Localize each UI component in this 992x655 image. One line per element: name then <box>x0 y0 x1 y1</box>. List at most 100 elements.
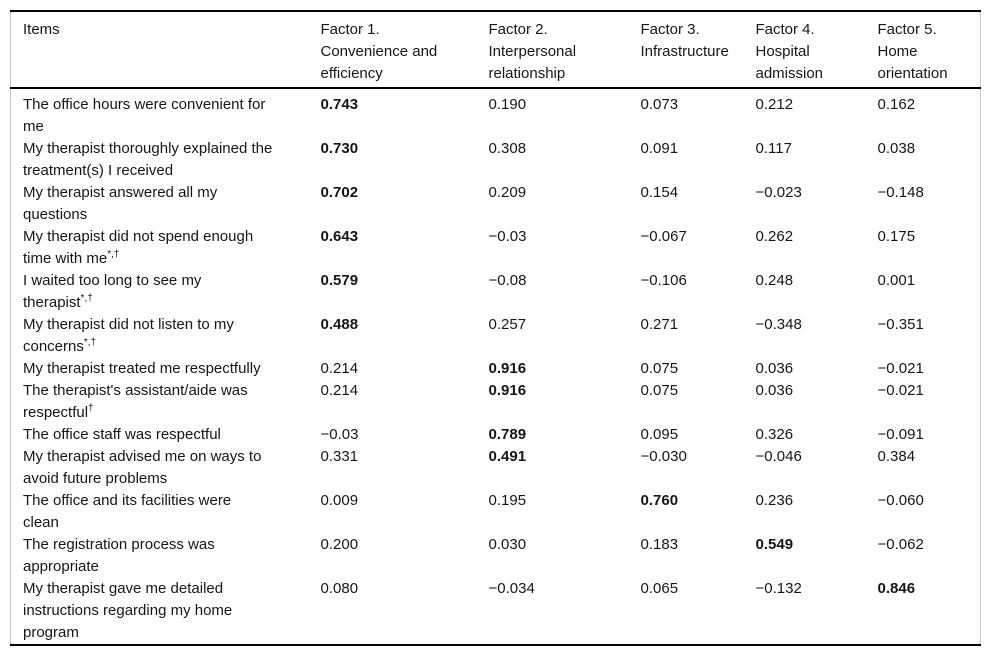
factor1-loading-value: 0.214 <box>320 382 359 399</box>
factor2-loading-value: 0.916 <box>488 360 527 377</box>
item-cell: The office staff was respectful <box>11 424 321 446</box>
factor4-loading-value: 0.248 <box>755 272 794 289</box>
factor1-loading-value: 0.702 <box>320 184 359 201</box>
factor3-loading-value: 0.095 <box>640 426 679 443</box>
factor3-loading-value: −0.106 <box>640 272 687 289</box>
item-cell: The office and its facilities were clean <box>11 490 321 534</box>
item-footnote-marker: † <box>88 403 94 414</box>
column-header-factor3: Factor 3. Infrastructure <box>640 11 756 89</box>
factor5-loading-value: 0.162 <box>877 96 916 113</box>
item-text: The registration process was appropriate <box>23 536 215 575</box>
item-cell: The therapist's assistant/aide was respe… <box>11 380 321 424</box>
factor4-loading-value: 0.036 <box>755 382 794 399</box>
factor1-loading-value: 0.579 <box>320 272 359 289</box>
factor5-loading-value: −0.062 <box>877 536 924 553</box>
column-header-factor5: Factor 5. Home orientation <box>877 11 981 89</box>
factor2-loading-value: −0.03 <box>488 228 527 245</box>
table-row: My therapist answered all my questions 0… <box>11 182 981 226</box>
table-row: My therapist advised me on ways to avoid… <box>11 446 981 490</box>
factor5-loading-value: 0.038 <box>877 140 916 157</box>
factor5-loading-value: 0.175 <box>877 228 916 245</box>
table-header: Items Factor 1. Convenience and efficien… <box>10 11 981 89</box>
factor4-loading-value: 0.036 <box>755 360 794 377</box>
table-row: My therapist gave me detailed instructio… <box>11 578 981 645</box>
factor3-loading-value: 0.271 <box>640 316 679 333</box>
table-row: The therapist's assistant/aide was respe… <box>11 380 981 424</box>
column-header-factor4: Factor 4. Hospital admission <box>755 11 878 89</box>
factor1-loading-value: 0.331 <box>320 448 359 465</box>
item-text: My therapist gave me detailed instructio… <box>23 580 233 641</box>
factor4-loading-value: −0.023 <box>755 184 802 201</box>
item-text: My therapist advised me on ways to avoid… <box>23 448 262 487</box>
factor3-loading-value: 0.183 <box>640 536 679 553</box>
factor1-loading-value: 0.488 <box>320 316 359 333</box>
factor2-loading-value: 0.209 <box>488 184 527 201</box>
factor2-loading-value: 0.030 <box>488 536 527 553</box>
factor4-loading-value: 0.326 <box>755 426 794 443</box>
item-text: The office hours were convenient for me <box>23 96 266 135</box>
column-header-factor1: Factor 1. Convenience and efficiency <box>320 11 489 89</box>
factor5-loading-value: −0.091 <box>877 426 924 443</box>
factor4-loading-value: 0.262 <box>755 228 794 245</box>
header-row: Items Factor 1. Convenience and efficien… <box>10 11 981 89</box>
factor3-loading-value: −0.030 <box>640 448 687 465</box>
item-footnote-marker: *,† <box>107 249 120 260</box>
factor4-loading-value: 0.236 <box>755 492 794 509</box>
table-row: The office and its facilities were clean… <box>11 490 981 534</box>
factor2-loading-value: 0.491 <box>488 448 527 465</box>
factor1-loading-value: 0.214 <box>320 360 359 377</box>
factor3-loading-value: 0.154 <box>640 184 679 201</box>
factor1-loading-value: 0.730 <box>320 140 359 157</box>
factor2-loading-value: 0.916 <box>488 382 527 399</box>
factor1-loading-value: −0.03 <box>320 426 359 443</box>
table-row: The registration process was appropriate… <box>11 534 981 578</box>
item-footnote-marker: *,† <box>80 293 93 304</box>
factor1-loading-value: 0.200 <box>320 536 359 553</box>
item-cell: My therapist thoroughly explained the tr… <box>11 138 321 182</box>
item-cell: My therapist did not listen to my concer… <box>11 314 321 358</box>
factor3-loading-value: 0.760 <box>640 492 679 509</box>
column-header-factor2: Factor 2. Interpersonal relationship <box>488 11 641 89</box>
factor2-loading-value: 0.257 <box>488 316 527 333</box>
factor1-loading-value: 0.743 <box>320 96 359 113</box>
factor5-loading-value: −0.060 <box>877 492 924 509</box>
factor4-loading-value: 0.549 <box>755 536 794 553</box>
item-cell: I waited too long to see my therapist*,† <box>11 270 321 314</box>
table-row: The office staff was respectful −0.03 0.… <box>11 424 981 446</box>
factor5-loading-value: −0.021 <box>877 382 924 399</box>
table-body: The office hours were convenient for me … <box>11 88 981 645</box>
item-cell: The registration process was appropriate <box>11 534 321 578</box>
factor1-loading-value: 0.080 <box>320 580 359 597</box>
factor5-loading-value: −0.148 <box>877 184 924 201</box>
factor2-loading-value: −0.08 <box>488 272 527 289</box>
factor4-loading-value: −0.046 <box>755 448 802 465</box>
factor2-loading-value: −0.034 <box>488 580 535 597</box>
item-text: The office staff was respectful <box>23 426 221 443</box>
factor5-loading-value: 0.384 <box>877 448 916 465</box>
item-footnote-marker: *,† <box>83 337 97 348</box>
factor2-loading-value: 0.789 <box>488 426 527 443</box>
factor4-loading-value: −0.132 <box>755 580 802 597</box>
factor5-loading-value: −0.021 <box>877 360 924 377</box>
table-row: My therapist did not spend enough time w… <box>11 226 981 270</box>
table-row: My therapist treated me respectfully 0.2… <box>11 358 981 380</box>
item-text: I waited too long to see my therapist <box>23 272 202 311</box>
factor5-loading-value: −0.351 <box>877 316 924 333</box>
item-cell: The office hours were convenient for me <box>11 88 321 138</box>
factor3-loading-value: 0.091 <box>640 140 679 157</box>
item-text: My therapist did not listen to my concer… <box>23 316 234 355</box>
factor-loadings-table: Items Factor 1. Convenience and efficien… <box>10 10 981 646</box>
factor3-loading-value: 0.075 <box>640 360 679 377</box>
item-text: My therapist thoroughly explained the tr… <box>23 140 273 179</box>
factor2-loading-value: 0.195 <box>488 492 527 509</box>
table-row: My therapist did not listen to my concer… <box>11 314 981 358</box>
factor2-loading-value: 0.190 <box>488 96 527 113</box>
item-cell: My therapist advised me on ways to avoid… <box>11 446 321 490</box>
factor1-loading-value: 0.009 <box>320 492 359 509</box>
item-text: The office and its facilities were clean <box>23 492 232 531</box>
item-cell: My therapist gave me detailed instructio… <box>11 578 321 645</box>
factor3-loading-value: 0.073 <box>640 96 679 113</box>
column-header-items: Items <box>10 11 321 89</box>
factor5-loading-value: 0.846 <box>877 580 916 597</box>
